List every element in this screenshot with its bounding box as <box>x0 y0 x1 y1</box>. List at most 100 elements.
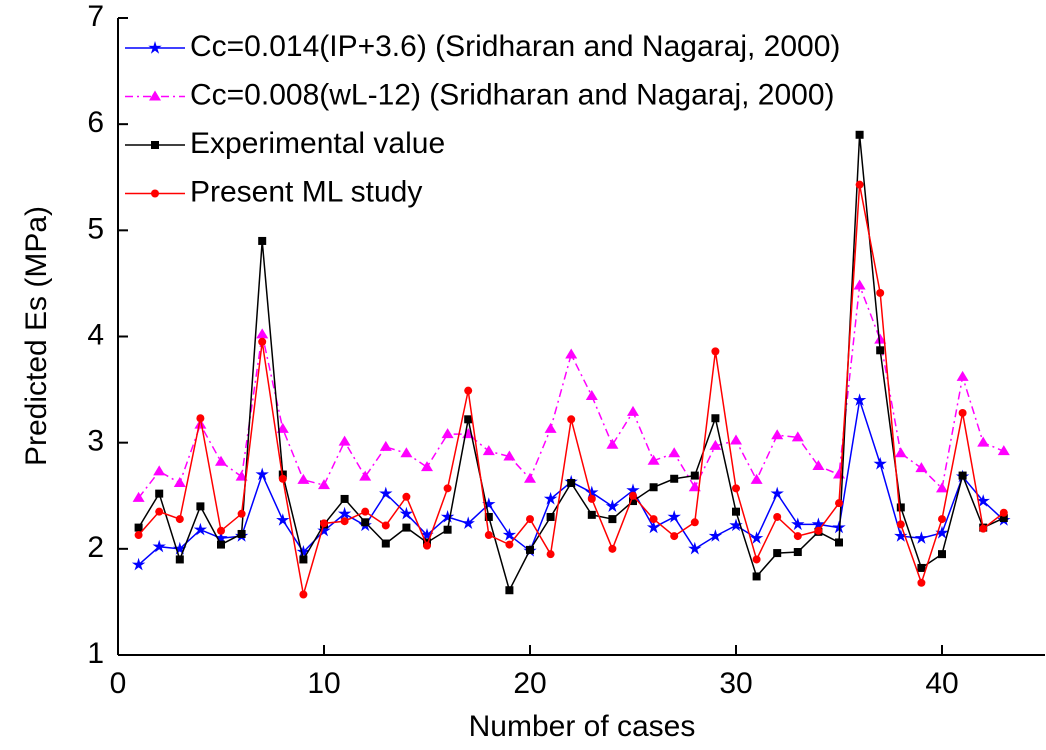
point <box>443 484 452 493</box>
point <box>543 491 558 505</box>
point <box>668 447 681 458</box>
y-tick-label: 7 <box>87 0 104 33</box>
point <box>812 460 825 471</box>
point <box>894 529 908 542</box>
point <box>853 279 866 290</box>
point <box>402 523 411 532</box>
point <box>896 520 905 529</box>
point <box>217 540 225 549</box>
point <box>441 428 454 439</box>
point <box>917 563 926 572</box>
point <box>443 525 452 534</box>
point <box>338 435 351 446</box>
point <box>484 531 493 540</box>
point <box>876 288 885 297</box>
point <box>237 509 246 518</box>
point <box>359 470 372 481</box>
point <box>646 520 661 534</box>
y-tick-label: 2 <box>87 531 104 564</box>
point <box>936 482 948 493</box>
point <box>320 519 328 528</box>
point <box>258 337 267 346</box>
point <box>626 483 640 497</box>
point <box>649 483 658 492</box>
point <box>544 422 557 433</box>
point <box>505 586 514 595</box>
point <box>484 512 493 521</box>
point <box>131 557 146 571</box>
point <box>155 507 164 516</box>
point <box>791 431 804 442</box>
point <box>938 550 946 559</box>
point <box>852 393 867 406</box>
point <box>175 515 184 524</box>
legend-label: Present ML study <box>190 175 422 208</box>
point <box>732 507 740 516</box>
point <box>173 541 187 555</box>
point <box>979 524 988 533</box>
point <box>379 486 393 500</box>
point <box>196 502 205 511</box>
point <box>749 531 764 544</box>
point <box>752 555 761 564</box>
point <box>730 434 742 445</box>
point <box>173 477 186 488</box>
point <box>255 467 269 481</box>
point <box>894 447 907 458</box>
point <box>237 529 246 538</box>
point <box>526 545 534 554</box>
point <box>278 474 287 483</box>
point <box>340 517 349 526</box>
point <box>585 389 598 400</box>
point <box>773 512 782 521</box>
point <box>299 555 308 564</box>
point <box>773 549 782 558</box>
point <box>317 523 331 537</box>
point <box>256 328 269 339</box>
point <box>938 515 946 524</box>
x-axis-label: Number of cases <box>469 710 696 743</box>
point <box>876 346 885 355</box>
point <box>464 415 473 424</box>
point <box>855 130 864 139</box>
point <box>420 528 434 541</box>
point <box>835 538 843 547</box>
point <box>605 499 620 512</box>
point <box>729 518 743 532</box>
point <box>132 491 145 502</box>
point <box>608 515 617 524</box>
point <box>647 454 660 465</box>
point <box>999 514 1008 523</box>
x-tick-label: 20 <box>513 667 546 700</box>
legend-label: Cc=0.014(IP+3.6) (Sridharan and Nagaraj,… <box>190 30 840 63</box>
y-tick-label: 5 <box>87 212 104 245</box>
point <box>297 473 310 484</box>
series-line <box>138 184 1005 595</box>
point <box>814 526 823 535</box>
legend-label: Cc=0.008(wL-12) (Sridharan and Nagaraj, … <box>190 78 835 111</box>
point <box>276 422 289 433</box>
point <box>235 470 248 481</box>
point <box>299 590 308 599</box>
point <box>276 513 290 526</box>
point <box>690 471 699 480</box>
point <box>423 541 431 550</box>
point <box>917 578 926 587</box>
point <box>915 462 928 473</box>
point <box>752 572 761 581</box>
point <box>318 479 330 490</box>
point <box>587 494 596 503</box>
point <box>151 189 159 198</box>
point <box>134 531 143 540</box>
y-tick-label: 3 <box>87 425 104 458</box>
point <box>175 555 184 564</box>
point <box>627 405 639 416</box>
point <box>152 539 166 553</box>
point <box>585 485 599 499</box>
point <box>381 539 390 548</box>
point <box>587 510 596 519</box>
x-tick-label: 0 <box>110 667 127 700</box>
point <box>461 516 475 529</box>
y-tick-label: 6 <box>87 106 104 139</box>
